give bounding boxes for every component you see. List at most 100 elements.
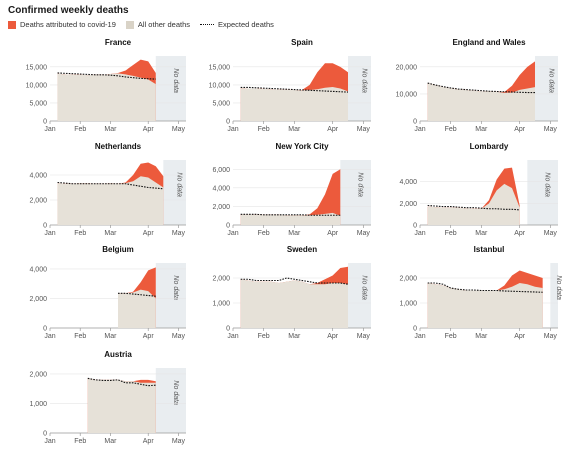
x-tick-label: Feb xyxy=(445,230,457,237)
y-tick-label: 0 xyxy=(226,326,230,333)
y-tick-label: 15,000 xyxy=(209,64,231,71)
chart-netherlands: No data 0 2,000 4,000 Jan Feb Mar Apr May Netherl… xyxy=(29,142,186,237)
legend-item-expected: Expected deaths xyxy=(200,20,274,29)
y-tick-label: 2,000 xyxy=(212,276,230,283)
other-deaths-area xyxy=(57,176,164,225)
x-tick-label: Mar xyxy=(104,230,117,237)
other-deaths-area xyxy=(240,279,348,328)
y-tick-label: 0 xyxy=(413,326,417,333)
x-tick-label: Jan xyxy=(227,333,238,340)
other-deaths-area xyxy=(240,212,341,225)
y-tick-label: 4,000 xyxy=(399,179,417,186)
y-tick-label: 2,000 xyxy=(399,276,417,283)
no-data-band xyxy=(348,56,371,121)
no-data-band xyxy=(163,160,186,225)
legend-label-other: All other deaths xyxy=(137,20,191,29)
no-data-band xyxy=(535,56,558,121)
x-tick-label: Jan xyxy=(414,333,425,340)
x-tick-label: Mar xyxy=(475,230,488,237)
x-tick-label: Feb xyxy=(445,126,457,133)
x-tick-label: Feb xyxy=(74,438,86,445)
y-tick-label: 0 xyxy=(43,119,47,126)
x-tick-label: Jan xyxy=(44,126,55,133)
chart-title: Netherlands xyxy=(95,142,142,151)
no-data-label: No data xyxy=(548,68,555,93)
y-tick-label: 0 xyxy=(413,119,417,126)
x-tick-label: Apr xyxy=(327,230,339,237)
y-tick-label: 15,000 xyxy=(26,64,48,71)
expected-deaths-line xyxy=(427,82,535,94)
no-data-band xyxy=(340,160,371,225)
chart-istanbul: No data 0 1,000 2,000 Jan Feb Mar Apr May Istanbu… xyxy=(399,245,562,340)
no-data-label: No data xyxy=(172,68,179,93)
y-tick-label: 4,000 xyxy=(29,173,47,180)
x-tick-label: Mar xyxy=(104,333,117,340)
y-tick-label: 0 xyxy=(43,326,47,333)
expected-deaths-line xyxy=(57,181,164,190)
x-tick-label: Mar xyxy=(288,230,301,237)
chart-title: New York City xyxy=(275,142,329,151)
x-tick-label: May xyxy=(544,126,558,133)
x-tick-label: Mar xyxy=(475,126,488,133)
chart-title: Sweden xyxy=(287,245,317,254)
no-data-label: No data xyxy=(361,275,368,300)
y-tick-label: 2,000 xyxy=(29,198,47,205)
x-tick-label: Apr xyxy=(514,230,526,237)
x-tick-label: May xyxy=(544,230,558,237)
chart-title: Istanbul xyxy=(474,245,505,254)
expected-deaths-line xyxy=(240,277,349,285)
x-tick-label: Feb xyxy=(445,333,457,340)
x-tick-label: Feb xyxy=(74,126,86,133)
y-tick-label: 1,000 xyxy=(212,301,230,308)
chart-title: England and Wales xyxy=(452,38,526,47)
chart-belgium: No data 0 2,000 4,000 Jan Feb Mar Apr May Belgium xyxy=(29,245,186,340)
x-tick-label: Apr xyxy=(514,126,526,133)
no-data-band xyxy=(348,263,371,328)
chart-lombardy: No data 0 2,000 4,000 Jan Feb Mar Apr May Lombard… xyxy=(399,142,558,237)
y-tick-label: 2,000 xyxy=(212,204,230,211)
x-tick-label: May xyxy=(544,333,558,340)
x-tick-label: Mar xyxy=(475,333,488,340)
expected-deaths-line xyxy=(87,377,156,387)
legend-label-expected: Expected deaths xyxy=(218,20,274,29)
x-tick-label: Mar xyxy=(104,438,117,445)
chart-new-york-city: No data 0 2,000 4,000 6,000 Jan Feb Mar Apr May Ne… xyxy=(212,142,371,237)
y-tick-label: 10,000 xyxy=(209,82,231,89)
no-data-band xyxy=(155,56,186,121)
no-data-band xyxy=(155,263,186,328)
x-tick-label: Jan xyxy=(44,333,55,340)
no-data-label: No data xyxy=(555,275,562,300)
expected-deaths-line xyxy=(240,86,349,93)
legend-swatch-other xyxy=(125,20,134,29)
other-deaths-area xyxy=(427,183,520,225)
chart-title: Spain xyxy=(291,38,313,47)
other-deaths-area xyxy=(427,83,535,121)
y-tick-label: 1,000 xyxy=(29,401,47,408)
no-data-label: No data xyxy=(172,275,179,300)
expected-deaths-line xyxy=(427,204,520,211)
x-tick-label: Jan xyxy=(414,230,425,237)
no-data-label: No data xyxy=(361,68,368,93)
legend-item-other: All other deaths xyxy=(125,20,191,29)
x-tick-label: Feb xyxy=(74,333,86,340)
x-tick-label: Apr xyxy=(327,333,339,340)
y-tick-label: 5,000 xyxy=(29,100,47,107)
x-tick-label: Apr xyxy=(143,438,155,445)
other-deaths-area xyxy=(240,87,348,121)
no-data-label: No data xyxy=(176,172,183,197)
chart-title: Austria xyxy=(104,350,132,359)
covid-deaths-area xyxy=(240,169,341,225)
no-data-band xyxy=(550,263,558,328)
no-data-label: No data xyxy=(357,172,364,197)
chart-title: Lombardy xyxy=(470,142,509,151)
x-tick-label: May xyxy=(357,126,371,133)
x-tick-label: Jan xyxy=(227,230,238,237)
chart-title: Belgium xyxy=(102,245,134,254)
x-tick-label: Jan xyxy=(227,126,238,133)
y-tick-label: 6,000 xyxy=(212,167,230,174)
other-deaths-area xyxy=(118,289,156,328)
x-tick-label: May xyxy=(172,126,186,133)
y-tick-label: 2,000 xyxy=(399,201,417,208)
expected-deaths-line xyxy=(118,292,156,297)
x-tick-label: Feb xyxy=(258,126,270,133)
